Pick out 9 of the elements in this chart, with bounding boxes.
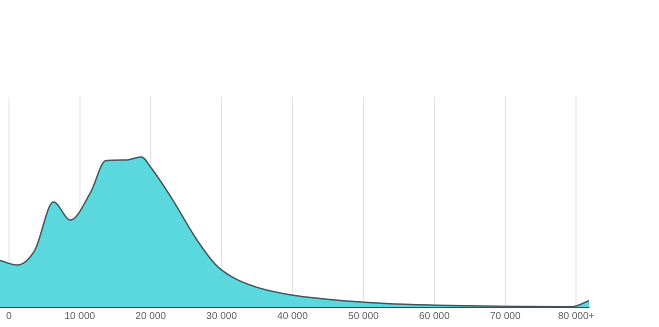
x-tick-label: 0 [6,310,12,322]
x-tick-label: 70 000 [490,310,521,322]
x-tick-label: 10 000 [64,310,96,322]
x-tick-label: 60 000 [419,310,450,322]
x-tick-label: 20 000 [135,310,166,322]
x-tick-label: 30 000 [206,310,238,322]
x-tick-label: 80 000+ [558,310,595,322]
x-tick-label: 40 000 [277,310,308,322]
x-tick-label: 50 000 [348,310,380,322]
